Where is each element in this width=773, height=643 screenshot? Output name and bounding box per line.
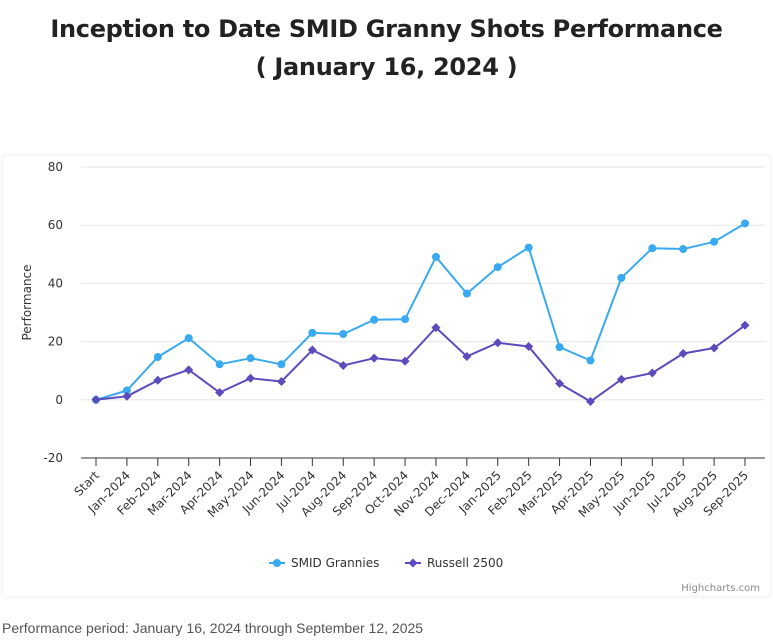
- data-point-russell-2500: [647, 368, 657, 378]
- line-chart: -20 0 20 40 60 80 Performance StartJan-2024Fe…: [20, 160, 765, 594]
- y-axis: -20 0 20 40 60 80: [43, 160, 63, 465]
- data-point-russell-2500: [369, 353, 379, 363]
- y-tick-label: 0: [55, 393, 63, 407]
- legend-label: Russell 2500: [427, 556, 503, 570]
- data-point-smid-grannies: [493, 263, 502, 272]
- data-point-smid-grannies: [617, 273, 626, 282]
- data-point-smid-grannies: [401, 315, 410, 324]
- data-point-russell-2500: [122, 391, 132, 401]
- legend-label: SMID Grannies: [291, 556, 379, 570]
- data-point-russell-2500: [462, 351, 472, 361]
- legend-item-russell-2500[interactable]: Russell 2500: [405, 556, 503, 570]
- data-point-smid-grannies: [741, 219, 749, 228]
- gridlines: [81, 166, 765, 459]
- data-point-smid-grannies: [370, 315, 379, 324]
- data-point-smid-grannies: [308, 328, 317, 337]
- chart-title: Inception to Date SMID Granny Shots Perf…: [50, 15, 723, 43]
- chart-container: -20 0 20 40 60 80 Performance Start Jan-2024 Fe…: [3, 156, 770, 596]
- data-point-russell-2500: [215, 388, 225, 398]
- data-point-russell-2500: [91, 395, 101, 405]
- legend-item-smid-grannies[interactable]: SMID Grannies: [269, 556, 379, 570]
- y-tick-label: 40: [48, 276, 63, 290]
- data-point-russell-2500: [709, 343, 719, 353]
- data-point-smid-grannies: [122, 386, 131, 395]
- chart-subtitle: ( January 16, 2024 ): [255, 53, 518, 81]
- data-point-russell-2500: [431, 323, 441, 333]
- legend: SMID Grannies Russell 2500: [269, 556, 503, 570]
- data-point-smid-grannies: [431, 252, 440, 261]
- data-point-smid-grannies: [153, 353, 162, 362]
- series: [91, 219, 750, 407]
- data-point-smid-grannies: [648, 244, 657, 253]
- data-point-russell-2500: [400, 356, 410, 366]
- data-point-russell-2500: [493, 338, 503, 348]
- data-point-russell-2500: [184, 365, 194, 375]
- data-point-smid-grannies: [679, 245, 688, 254]
- data-point-russell-2500: [585, 397, 595, 407]
- data-point-smid-grannies: [586, 356, 595, 365]
- data-point-smid-grannies: [524, 243, 533, 252]
- y-tick-label: 20: [48, 335, 63, 349]
- y-tick-label: 80: [48, 160, 63, 174]
- y-tick-label: -20: [43, 451, 63, 465]
- data-point-russell-2500: [307, 345, 317, 355]
- data-point-russell-2500: [616, 374, 626, 384]
- y-tick-label: 60: [48, 218, 63, 232]
- data-point-russell-2500: [555, 379, 565, 389]
- data-point-russell-2500: [678, 349, 688, 359]
- series-line-russell-2500: [95, 324, 746, 403]
- data-point-russell-2500: [338, 360, 348, 370]
- data-point-smid-grannies: [555, 343, 564, 352]
- data-point-smid-grannies: [462, 289, 471, 298]
- data-point-russell-2500: [740, 320, 750, 330]
- performance-period-note: Performance period: January 16, 2024 thr…: [2, 620, 424, 636]
- data-point-smid-grannies: [277, 360, 286, 369]
- data-point-smid-grannies: [339, 330, 348, 339]
- legend-marker-diamond: [408, 558, 418, 568]
- data-point-russell-2500: [246, 373, 256, 383]
- legend-marker-circle: [273, 559, 281, 567]
- highcharts-credit[interactable]: Highcharts.com: [681, 583, 760, 594]
- y-axis-title: Performance: [20, 264, 34, 340]
- data-point-smid-grannies: [184, 334, 193, 343]
- data-point-smid-grannies: [215, 360, 224, 369]
- data-point-smid-grannies: [710, 237, 719, 246]
- data-point-russell-2500: [524, 342, 534, 352]
- chart-title-block: Inception to Date SMID Granny Shots Perf…: [0, 10, 773, 86]
- data-point-russell-2500: [153, 375, 163, 385]
- x-axis: StartJan-2024Feb-2024Mar-2024Apr-2024May…: [71, 458, 751, 520]
- data-point-smid-grannies: [246, 354, 255, 363]
- data-point-russell-2500: [276, 376, 286, 386]
- series-line-smid-grannies: [95, 222, 746, 401]
